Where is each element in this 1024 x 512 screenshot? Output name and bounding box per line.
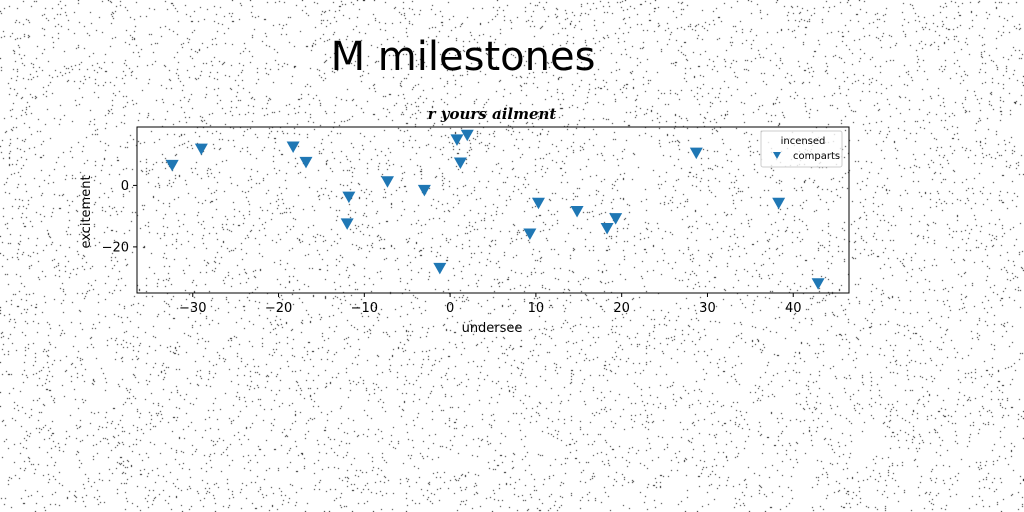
data-point bbox=[342, 191, 356, 204]
data-point bbox=[165, 159, 179, 172]
legend-box bbox=[760, 130, 843, 168]
data-point bbox=[453, 157, 467, 169]
data-point bbox=[689, 147, 703, 160]
data-point bbox=[570, 206, 584, 218]
legend-marker-comparts bbox=[773, 152, 781, 159]
x-tick-label: 30 bbox=[699, 301, 716, 316]
data-point bbox=[811, 278, 825, 290]
x-tick-label: −30 bbox=[179, 301, 206, 316]
y-tick-label: −20 bbox=[102, 240, 129, 255]
data-point bbox=[523, 228, 537, 240]
data-point bbox=[194, 143, 208, 156]
page-title: M milestones bbox=[331, 34, 596, 80]
x-axis-ticks: −30 −20 −10 0 10 20 30 40 bbox=[179, 293, 802, 316]
legend-title: incensed bbox=[781, 136, 826, 147]
data-point bbox=[600, 222, 614, 235]
y-axis-ticks: −20 0 bbox=[102, 179, 137, 255]
data-point bbox=[609, 213, 623, 225]
x-tick-label: 10 bbox=[528, 301, 545, 316]
x-tick-label: 0 bbox=[446, 301, 454, 316]
legend-entry-comparts: comparts bbox=[793, 151, 840, 162]
data-point bbox=[340, 218, 354, 230]
data-point bbox=[299, 156, 313, 169]
x-tick-label: −20 bbox=[265, 301, 292, 316]
x-axis-label: undersee bbox=[462, 321, 523, 336]
data-point bbox=[460, 129, 474, 142]
x-tick-label: 40 bbox=[785, 301, 802, 316]
y-axis-label: excitement bbox=[79, 175, 94, 248]
legend: incensed comparts bbox=[760, 130, 843, 168]
data-point bbox=[531, 197, 545, 210]
data-point bbox=[380, 176, 394, 188]
data-point bbox=[772, 197, 786, 210]
data-point bbox=[417, 184, 431, 197]
data-point bbox=[450, 134, 464, 146]
x-tick-label: 20 bbox=[613, 301, 630, 316]
x-tick-label: −10 bbox=[351, 301, 378, 316]
data-point bbox=[433, 262, 447, 275]
series-comparts bbox=[165, 129, 825, 290]
plot-area-frame bbox=[136, 126, 850, 294]
y-tick-label: 0 bbox=[121, 179, 129, 194]
chart-title: r yours ailment bbox=[428, 105, 557, 123]
data-point bbox=[286, 141, 300, 153]
